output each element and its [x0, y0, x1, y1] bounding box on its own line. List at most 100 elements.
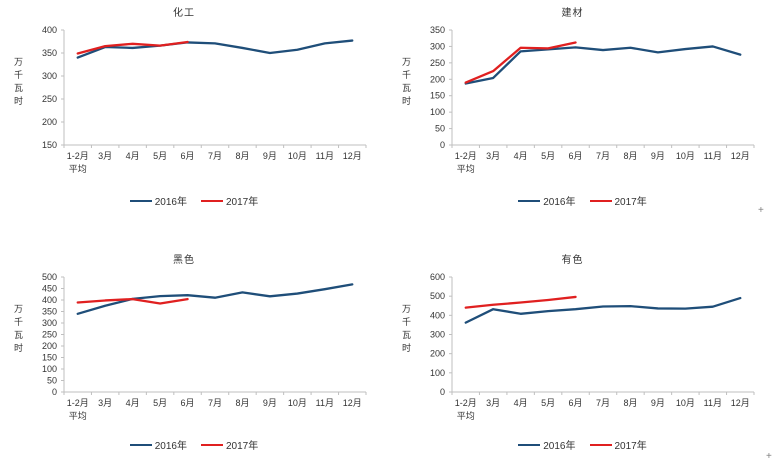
series-line-2017年 — [464, 41, 577, 84]
x-tick-label: 7月 — [596, 398, 610, 408]
series-line-2017年 — [76, 297, 189, 305]
y-tick-label: 200 — [430, 74, 445, 84]
series-line-2016年 — [464, 296, 742, 324]
y-tick-label: 250 — [42, 330, 57, 340]
chart-title: 化工 — [173, 8, 195, 19]
cell-cursor-plus-icon: + — [766, 451, 772, 462]
chart-cell-building-materials: 建材 万千瓦时 350 300 250 200 150 100 50 0 1-2月 平均 3月 4月 5… — [388, 0, 777, 231]
legend-swatch-2017 — [201, 443, 223, 446]
y-tick-label: 50 — [435, 124, 445, 134]
x-tick-label-line2: 平均 — [457, 410, 475, 421]
x-tick-label: 4月 — [126, 151, 140, 161]
x-tick-label: 4月 — [514, 398, 528, 408]
legend-swatch-2016 — [129, 199, 152, 202]
x-tick-label: 5月 — [153, 398, 167, 408]
chart-title: 有色 — [561, 255, 584, 266]
legend-swatch-2017 — [589, 199, 612, 202]
x-tick-label: 3月 — [486, 151, 500, 161]
x-tick-label: 8月 — [235, 398, 249, 408]
x-tick-label: 9月 — [651, 151, 665, 161]
y-tick-label: 600 — [430, 272, 445, 282]
y-axis-title: 万千瓦时 — [401, 304, 411, 353]
y-tick-label: 400 — [430, 310, 445, 320]
x-tick-label-line2: 平均 — [457, 163, 475, 174]
legend-swatch-2017 — [589, 443, 612, 446]
x-tick-label: 8月 — [623, 151, 637, 161]
y-tick-label: 0 — [440, 140, 445, 150]
x-tick-label: 7月 — [208, 151, 222, 161]
chart-title: 黑色 — [173, 255, 195, 266]
y-tick-label: 300 — [430, 41, 445, 51]
y-tick-label: 300 — [42, 318, 57, 328]
y-tick-label: 100 — [430, 368, 445, 378]
y-tick-label: 0 — [440, 387, 445, 397]
legend-label-2017: 2017年 — [614, 441, 647, 452]
y-tick-label: 150 — [42, 140, 57, 150]
series-line-2016年 — [464, 45, 742, 85]
x-tick-label: 11月 — [704, 398, 722, 408]
y-tick-label: 250 — [430, 58, 445, 68]
series-line-2017年 — [76, 40, 189, 55]
chart-cell-ferrous: 黑色 万千瓦时 500 450 400 350 300 250 200 150 100 50 0 1-… — [0, 231, 388, 462]
chart-cell-nonferrous: 有色 万千瓦时 600 500 400 300 200 100 0 1-2月 平均 3月 4月 5月 6… — [388, 231, 777, 462]
x-tick-label: 6月 — [181, 398, 195, 408]
x-tick-label: 5月 — [541, 398, 555, 408]
legend-item-2016: 2016年 — [518, 193, 576, 208]
x-tick-label: 1-2月 — [67, 151, 89, 161]
x-tick-label: 6月 — [569, 398, 583, 408]
legend-item-2017: 2017年 — [589, 193, 647, 208]
x-tick-label: 11月 — [704, 151, 722, 161]
legend-label-2017: 2017年 — [614, 197, 647, 208]
legend: 2016年 2017年 — [388, 437, 777, 452]
x-tick-label: 7月 — [208, 398, 222, 408]
x-tick-label: 8月 — [623, 398, 637, 408]
y-tick-label: 200 — [42, 117, 57, 127]
legend-label-2016: 2016年 — [154, 197, 187, 208]
legend: 2016年 2017年 — [0, 437, 388, 452]
y-tick-label: 350 — [42, 48, 57, 58]
y-tick-label: 200 — [42, 341, 57, 351]
legend-swatch-2016 — [518, 199, 541, 202]
x-tick-label: 3月 — [486, 398, 500, 408]
y-tick-label: 350 — [430, 25, 445, 35]
y-tick-label: 400 — [42, 295, 57, 305]
y-tick-label: 200 — [430, 349, 445, 359]
series-line-2016年 — [76, 283, 354, 315]
x-tick-label-line2: 平均 — [69, 163, 87, 174]
y-axis-title: 万千瓦时 — [401, 57, 411, 106]
x-tick-label: 7月 — [596, 151, 610, 161]
legend-label-2017: 2017年 — [226, 441, 259, 452]
x-tick-label: 6月 — [181, 151, 195, 161]
legend-label-2017: 2017年 — [226, 197, 259, 208]
x-tick-label: 4月 — [514, 151, 528, 161]
x-tick-label: 9月 — [263, 398, 277, 408]
legend-item-2016: 2016年 — [518, 437, 576, 452]
legend: 2016年 2017年 — [0, 193, 388, 208]
x-tick-label: 1-2月 — [67, 398, 89, 408]
y-tick-label: 0 — [52, 387, 57, 397]
x-tick-label: 12月 — [731, 151, 750, 161]
x-tick-label: 10月 — [676, 398, 695, 408]
x-tick-label: 6月 — [569, 151, 583, 161]
x-tick-label: 8月 — [235, 151, 249, 161]
y-tick-label: 350 — [42, 307, 57, 317]
y-tick-label: 250 — [42, 94, 57, 104]
x-tick-label: 12月 — [343, 151, 362, 161]
x-tick-label: 10月 — [288, 398, 307, 408]
y-tick-label: 300 — [430, 330, 445, 340]
y-tick-label: 450 — [42, 284, 57, 294]
y-tick-label: 150 — [42, 353, 57, 363]
chart-cell-chemical: 化工 万千瓦时 400 350 300 250 200 150 1-2月 平均 3月 4月 5月 6月… — [0, 0, 388, 231]
y-tick-label: 100 — [430, 107, 445, 117]
legend-swatch-2016 — [129, 443, 152, 446]
legend-item-2017: 2017年 — [589, 437, 647, 452]
x-tick-label: 11月 — [316, 151, 334, 161]
legend-label-2016: 2016年 — [154, 441, 187, 452]
chart-title: 建材 — [561, 8, 584, 19]
series-line-2017年 — [464, 295, 577, 309]
y-tick-label: 500 — [42, 272, 57, 282]
